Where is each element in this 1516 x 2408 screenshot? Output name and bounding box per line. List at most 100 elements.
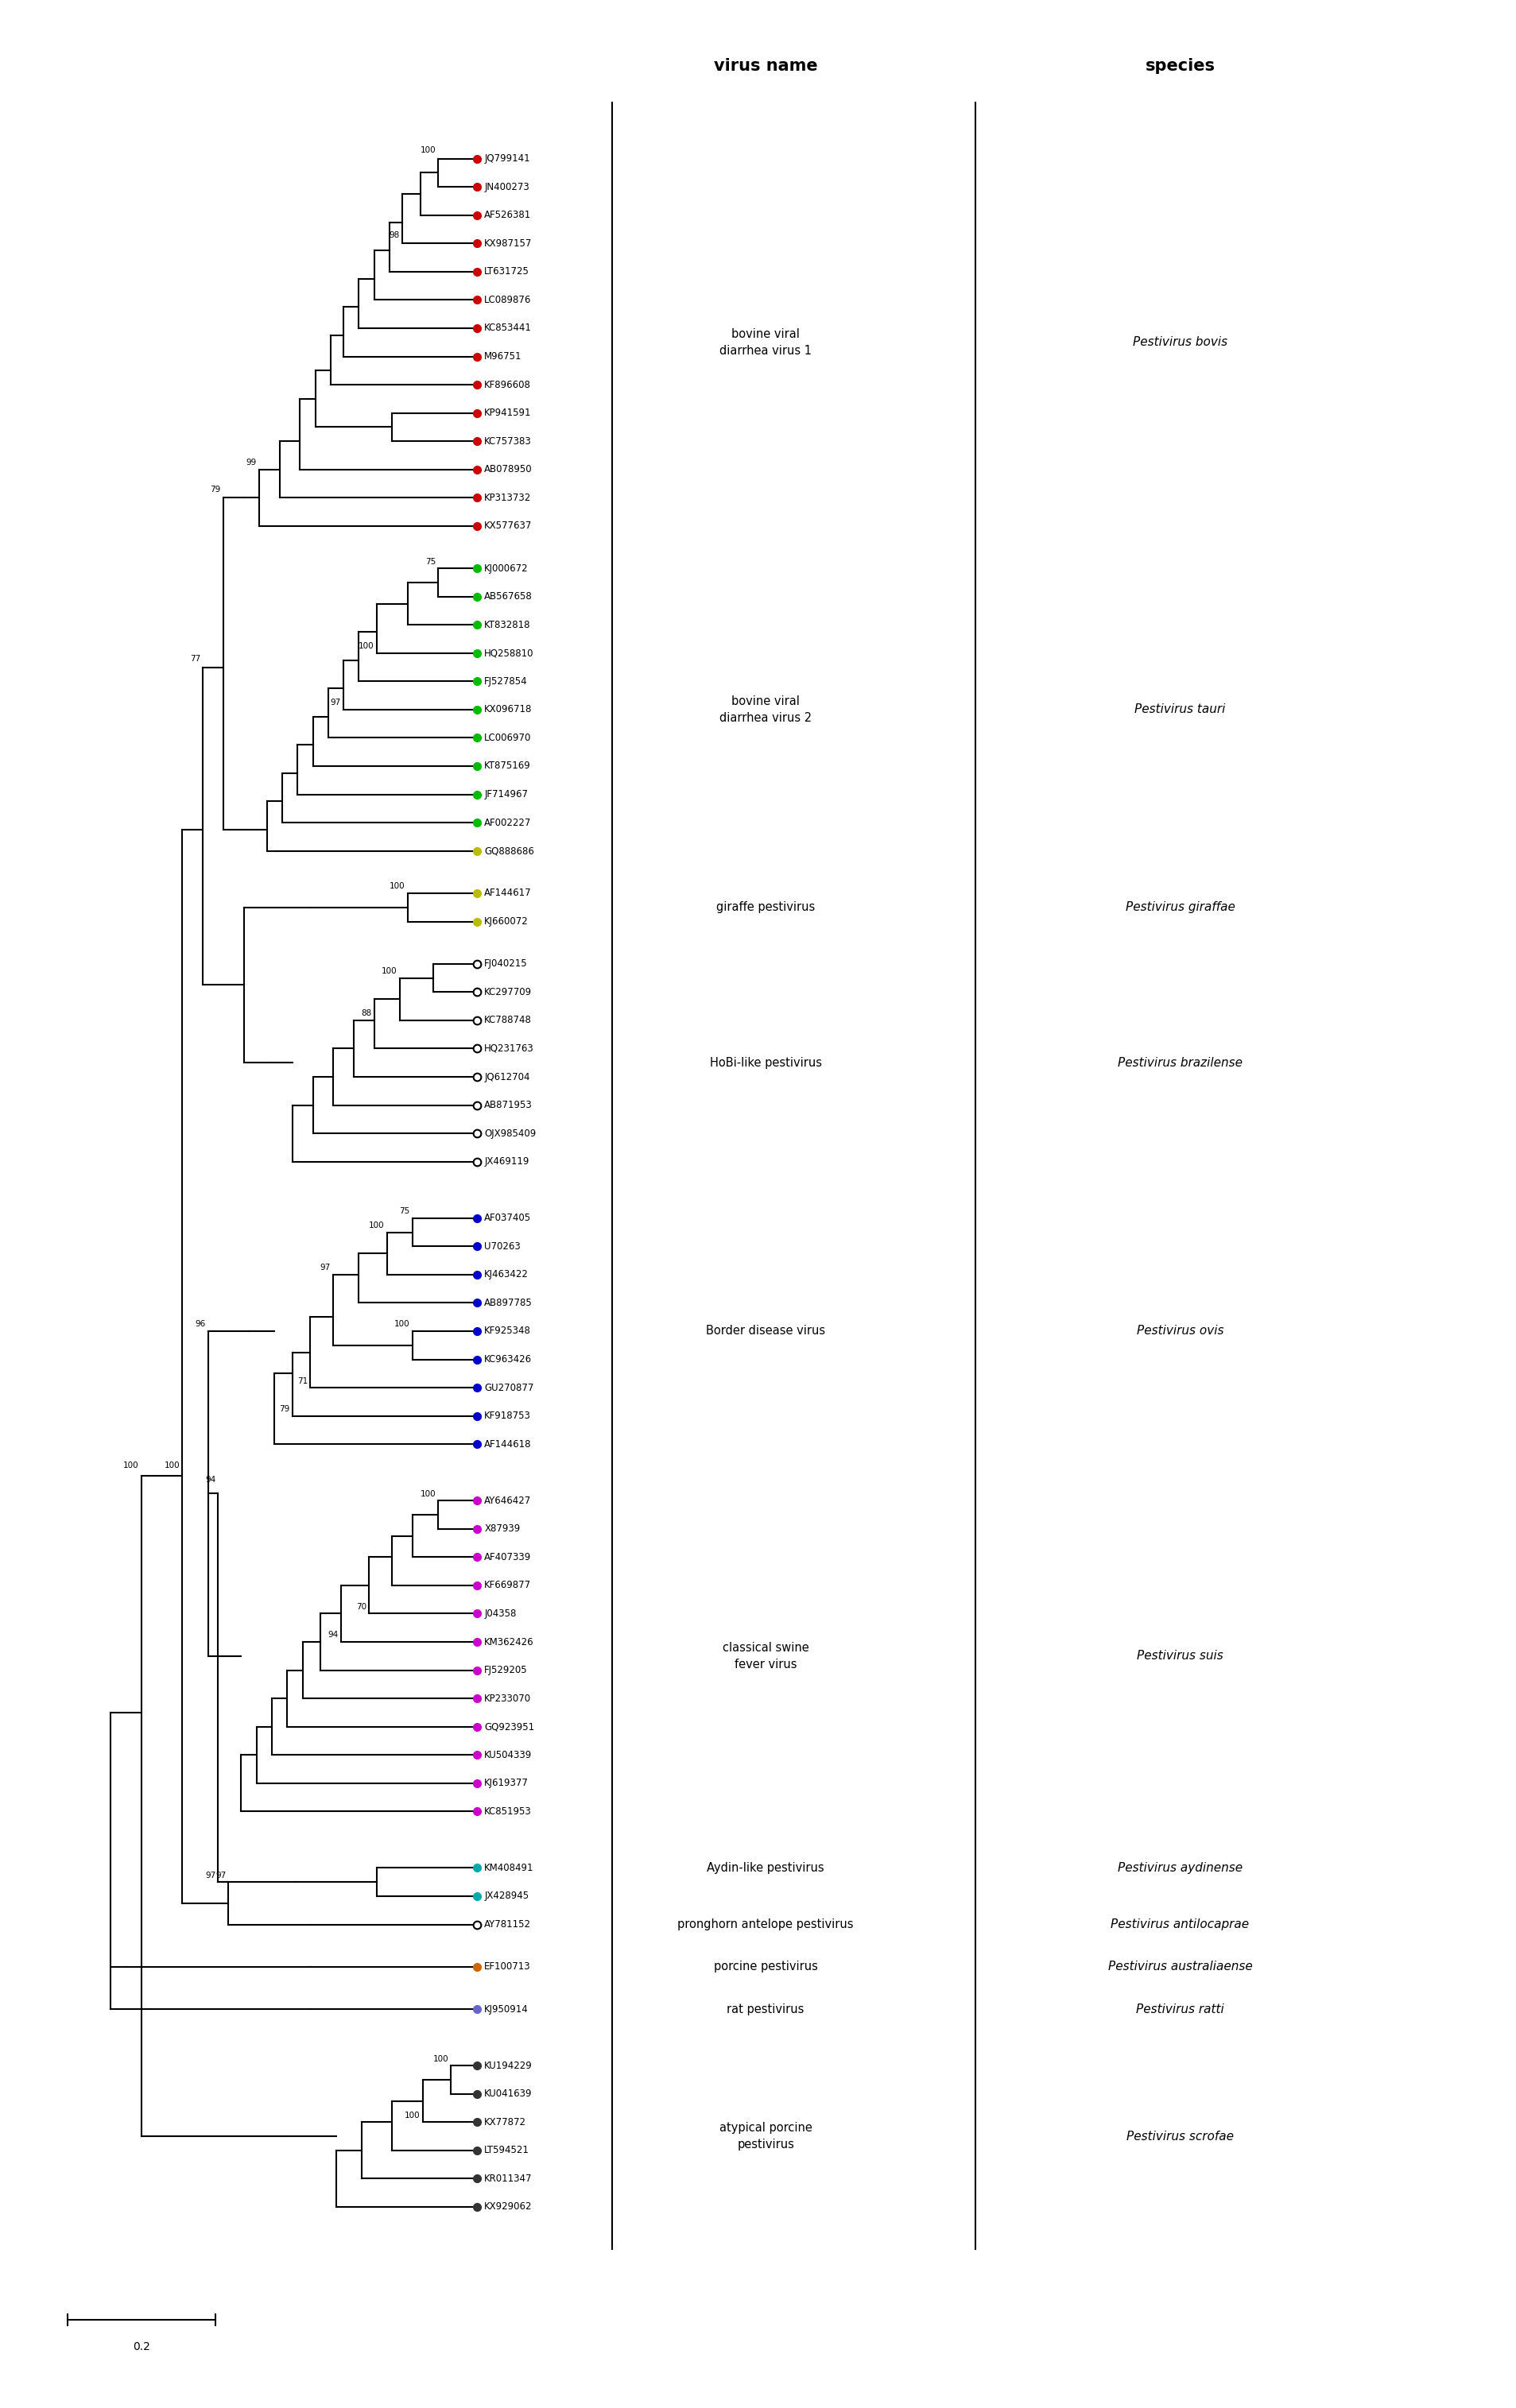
Text: 99: 99 bbox=[246, 458, 256, 467]
Text: Pestivirus australiaense: Pestivirus australiaense bbox=[1108, 1960, 1252, 1972]
Text: virus name: virus name bbox=[714, 58, 817, 75]
Text: GU270877: GU270877 bbox=[484, 1382, 534, 1392]
Text: JQ612704: JQ612704 bbox=[484, 1072, 531, 1081]
Text: AF407339: AF407339 bbox=[484, 1553, 532, 1563]
Text: 79: 79 bbox=[279, 1406, 290, 1413]
Text: KU504339: KU504339 bbox=[484, 1751, 532, 1760]
Text: bovine viral
diarrhea virus 1: bovine viral diarrhea virus 1 bbox=[720, 327, 811, 356]
Text: 0.2: 0.2 bbox=[133, 2341, 150, 2353]
Text: 100: 100 bbox=[420, 147, 435, 154]
Text: KP233070: KP233070 bbox=[484, 1693, 531, 1702]
Text: atypical porcine
pestivirus: atypical porcine pestivirus bbox=[719, 2121, 813, 2150]
Text: AB567658: AB567658 bbox=[484, 592, 532, 602]
Text: EF100713: EF100713 bbox=[484, 1963, 531, 1972]
Text: KJ950914: KJ950914 bbox=[484, 2003, 529, 2015]
Text: FJ527854: FJ527854 bbox=[484, 677, 528, 686]
Text: 70: 70 bbox=[356, 1604, 367, 1611]
Text: KF925348: KF925348 bbox=[484, 1327, 531, 1336]
Text: KJ000672: KJ000672 bbox=[484, 563, 529, 573]
Text: KC297709: KC297709 bbox=[484, 987, 532, 997]
Text: 100: 100 bbox=[164, 1462, 180, 1469]
Text: AB897785: AB897785 bbox=[484, 1298, 532, 1308]
Text: Aydin-like pestivirus: Aydin-like pestivirus bbox=[706, 1861, 825, 1873]
Text: classical swine
fever virus: classical swine fever virus bbox=[723, 1642, 810, 1671]
Text: LT594521: LT594521 bbox=[484, 2146, 529, 2155]
Text: species: species bbox=[1145, 58, 1216, 75]
Text: Pestivirus ratti: Pestivirus ratti bbox=[1135, 2003, 1223, 2015]
Text: KX577637: KX577637 bbox=[484, 520, 532, 532]
Text: AF526381: AF526381 bbox=[484, 209, 532, 222]
Text: 100: 100 bbox=[434, 2054, 449, 2064]
Text: KU041639: KU041639 bbox=[484, 2088, 532, 2100]
Text: 75: 75 bbox=[400, 1206, 409, 1216]
Text: KC757383: KC757383 bbox=[484, 436, 532, 445]
Text: GQ923951: GQ923951 bbox=[484, 1722, 535, 1731]
Text: Pestivirus ovis: Pestivirus ovis bbox=[1137, 1324, 1223, 1336]
Text: AB871953: AB871953 bbox=[484, 1100, 532, 1110]
Text: KU194229: KU194229 bbox=[484, 2061, 532, 2071]
Text: 96: 96 bbox=[196, 1320, 205, 1329]
Text: Pestivirus aydinense: Pestivirus aydinense bbox=[1117, 1861, 1243, 1873]
Text: 100: 100 bbox=[394, 1320, 409, 1329]
Text: KX929062: KX929062 bbox=[484, 2201, 532, 2213]
Text: Pestivirus suis: Pestivirus suis bbox=[1137, 1649, 1223, 1662]
Text: giraffe pestivirus: giraffe pestivirus bbox=[716, 901, 816, 913]
Text: Pestivirus brazilense: Pestivirus brazilense bbox=[1117, 1057, 1243, 1069]
Text: Pestivirus scrofae: Pestivirus scrofae bbox=[1126, 2131, 1234, 2143]
Text: JX469119: JX469119 bbox=[484, 1156, 529, 1168]
Text: KJ660072: KJ660072 bbox=[484, 917, 529, 927]
Text: LC089876: LC089876 bbox=[484, 294, 532, 306]
Text: 97: 97 bbox=[320, 1264, 330, 1271]
Text: 100: 100 bbox=[382, 968, 397, 975]
Text: KT832818: KT832818 bbox=[484, 619, 531, 631]
Text: HoBi-like pestivirus: HoBi-like pestivirus bbox=[709, 1057, 822, 1069]
Text: 97: 97 bbox=[330, 698, 341, 708]
Text: KX987157: KX987157 bbox=[484, 238, 532, 248]
Text: AF002227: AF002227 bbox=[484, 816, 532, 828]
Text: GQ888686: GQ888686 bbox=[484, 845, 534, 855]
Text: 97: 97 bbox=[215, 1871, 226, 1878]
Text: porcine pestivirus: porcine pestivirus bbox=[714, 1960, 817, 1972]
Text: U70263: U70263 bbox=[484, 1240, 520, 1252]
Text: 97: 97 bbox=[205, 1871, 215, 1878]
Text: 100: 100 bbox=[405, 2112, 420, 2119]
Text: rat pestivirus: rat pestivirus bbox=[728, 2003, 805, 2015]
Text: KJ463422: KJ463422 bbox=[484, 1269, 529, 1279]
Text: 71: 71 bbox=[297, 1377, 308, 1385]
Text: KM408491: KM408491 bbox=[484, 1864, 534, 1873]
Text: 100: 100 bbox=[368, 1221, 385, 1230]
Text: J04358: J04358 bbox=[484, 1609, 517, 1618]
Text: KP941591: KP941591 bbox=[484, 407, 532, 419]
Text: KM362426: KM362426 bbox=[484, 1637, 534, 1647]
Text: KC963426: KC963426 bbox=[484, 1353, 532, 1365]
Text: AF037405: AF037405 bbox=[484, 1214, 531, 1223]
Text: AB078950: AB078950 bbox=[484, 465, 532, 474]
Text: KR011347: KR011347 bbox=[484, 2174, 532, 2184]
Text: AF144618: AF144618 bbox=[484, 1440, 532, 1450]
Text: 100: 100 bbox=[420, 1491, 435, 1498]
Text: HQ231763: HQ231763 bbox=[484, 1043, 534, 1055]
Text: KX77872: KX77872 bbox=[484, 2117, 526, 2126]
Text: AY646427: AY646427 bbox=[484, 1495, 532, 1505]
Text: 77: 77 bbox=[190, 655, 200, 662]
Text: pronghorn antelope pestivirus: pronghorn antelope pestivirus bbox=[678, 1919, 854, 1931]
Text: 79: 79 bbox=[211, 486, 221, 494]
Text: JN400273: JN400273 bbox=[484, 181, 529, 193]
Text: KC851953: KC851953 bbox=[484, 1806, 532, 1816]
Text: JF714967: JF714967 bbox=[484, 790, 528, 799]
Text: OJX985409: OJX985409 bbox=[484, 1129, 537, 1139]
Text: AF144617: AF144617 bbox=[484, 889, 532, 898]
Text: KX096718: KX096718 bbox=[484, 706, 532, 715]
Text: X87939: X87939 bbox=[484, 1524, 520, 1534]
Text: Pestivirus giraffae: Pestivirus giraffae bbox=[1125, 901, 1236, 913]
Text: 100: 100 bbox=[359, 643, 374, 650]
Text: LC006970: LC006970 bbox=[484, 732, 532, 744]
Text: KJ619377: KJ619377 bbox=[484, 1777, 529, 1789]
Text: M96751: M96751 bbox=[484, 352, 522, 361]
Text: 75: 75 bbox=[424, 559, 435, 566]
Text: Border disease virus: Border disease virus bbox=[706, 1324, 825, 1336]
Text: KC788748: KC788748 bbox=[484, 1016, 532, 1026]
Text: 94: 94 bbox=[205, 1476, 215, 1483]
Text: Pestivirus tauri: Pestivirus tauri bbox=[1134, 703, 1225, 715]
Text: bovine viral
diarrhea virus 2: bovine viral diarrhea virus 2 bbox=[720, 696, 813, 725]
